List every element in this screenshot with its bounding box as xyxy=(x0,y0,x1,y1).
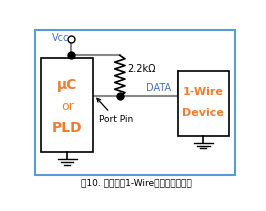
Text: Device: Device xyxy=(182,108,224,118)
Text: Port Pin: Port Pin xyxy=(97,98,134,124)
Text: Vcc: Vcc xyxy=(52,33,69,43)
Bar xyxy=(178,71,229,136)
Text: or: or xyxy=(61,100,74,113)
Text: μC: μC xyxy=(57,78,77,92)
Text: 図10. 最小限の1-Wireインタフェース: 図10. 最小限の1-Wireインタフェース xyxy=(81,179,192,187)
Text: PLD: PLD xyxy=(52,121,82,135)
Bar xyxy=(41,58,93,152)
Text: 1-Wire: 1-Wire xyxy=(183,87,224,97)
Text: 2.2kΩ: 2.2kΩ xyxy=(127,64,156,74)
Text: DATA: DATA xyxy=(147,83,172,93)
FancyBboxPatch shape xyxy=(35,30,235,175)
